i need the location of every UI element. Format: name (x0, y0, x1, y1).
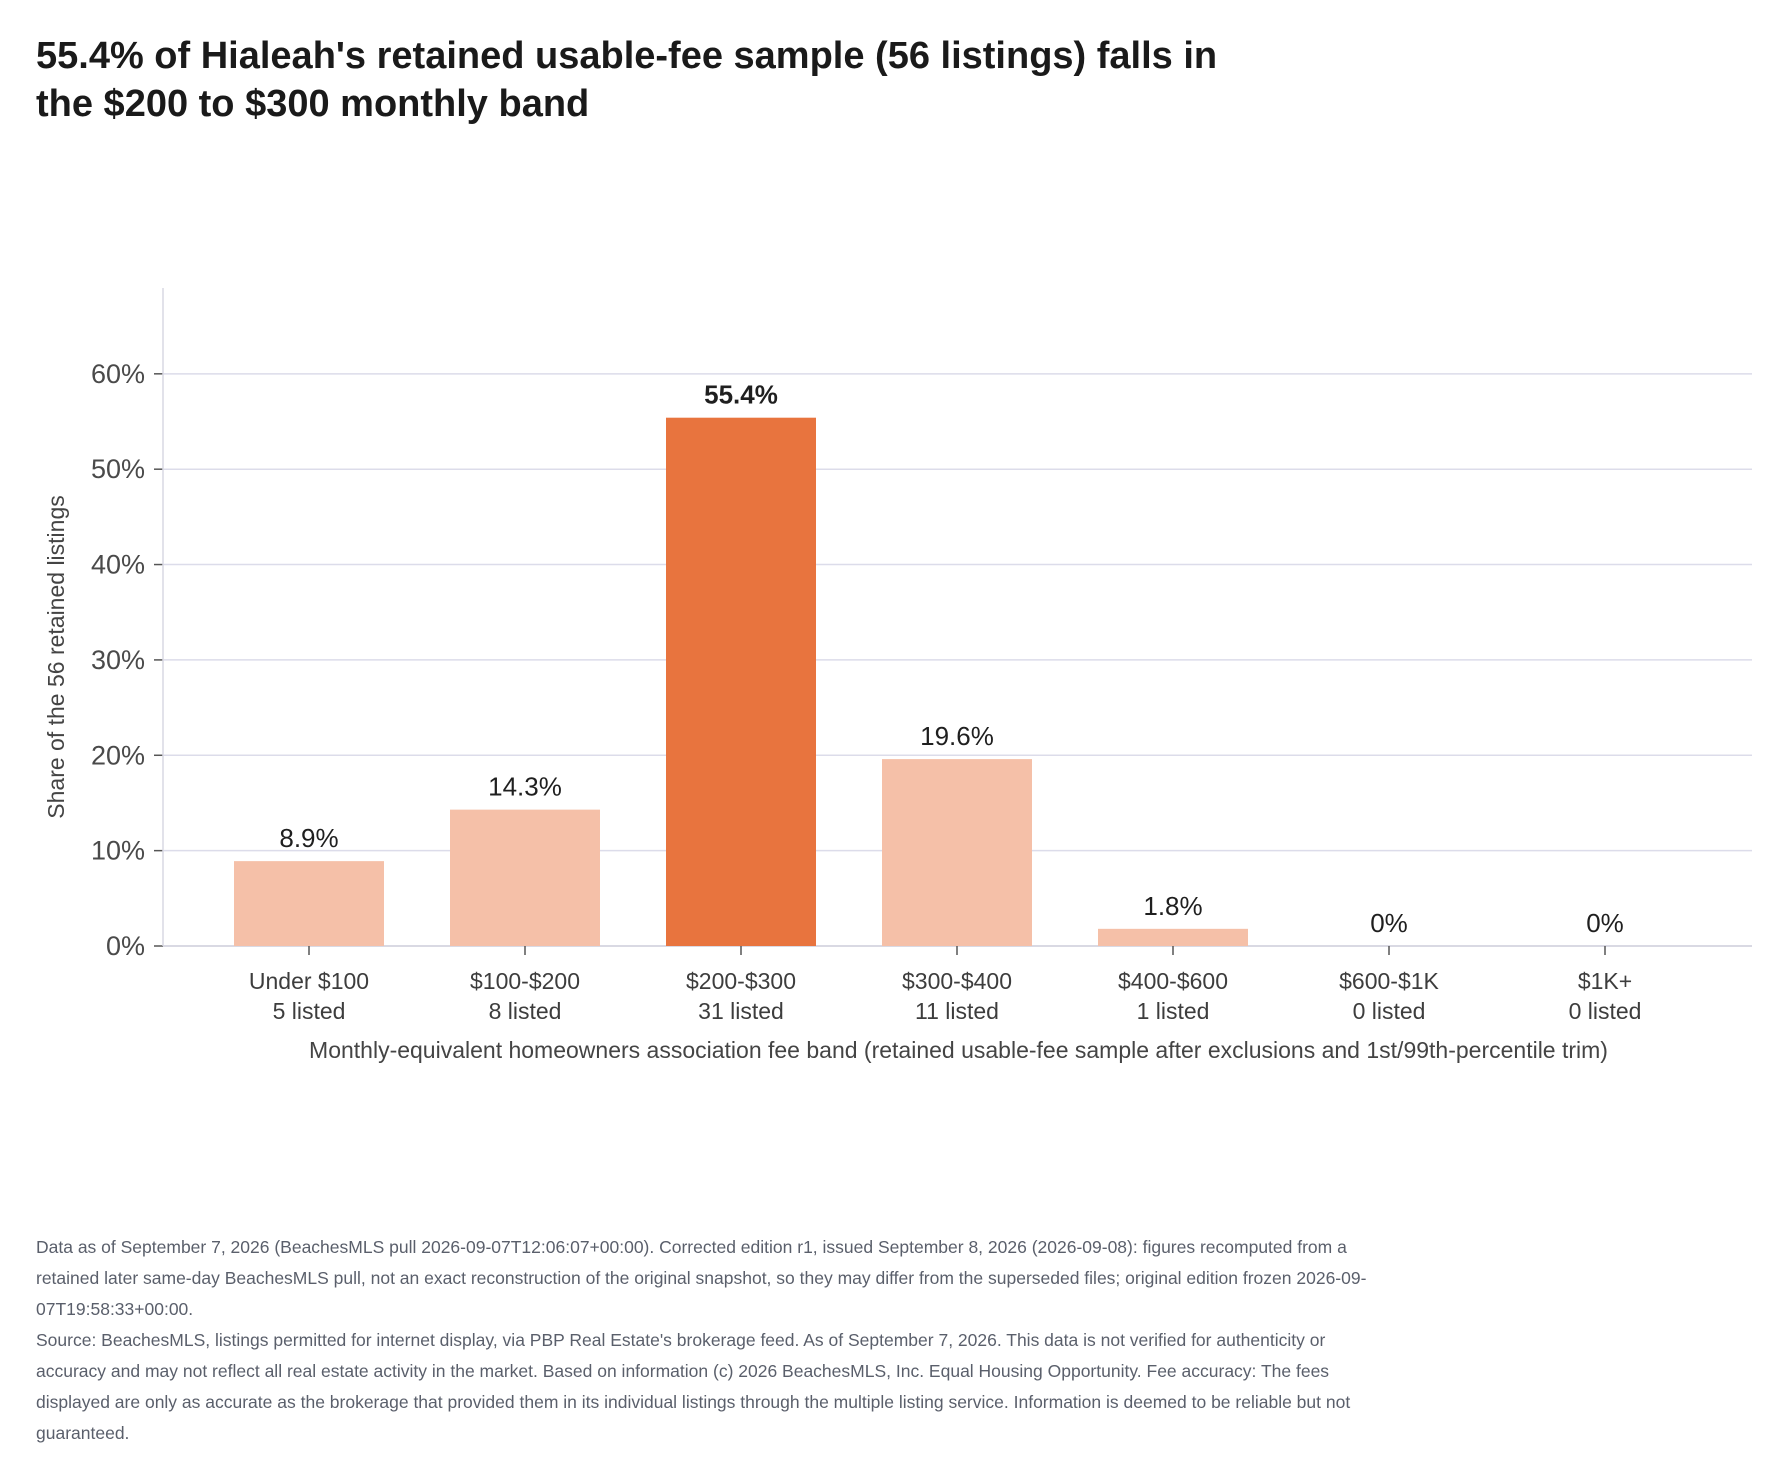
bar-value-label: 1.8% (1143, 891, 1202, 921)
bar-2 (450, 809, 600, 946)
y-axis-title: Share of the 56 retained listings (43, 495, 69, 818)
x-tick-label: $1K+ (1578, 968, 1632, 994)
x-tick-label: Under $100 (249, 968, 369, 994)
x-tick-label: $200-$300 (686, 968, 796, 994)
bar-value-label: 0% (1370, 908, 1408, 938)
bar-chart: 0% 10% 20% 30% 40% 50% 60% 8.9% 14.3% 55.4% 19.6%… (43, 288, 1752, 1063)
axes: 0% 10% 20% 30% 40% 50% 60% (91, 288, 1752, 961)
bar-value-label: 8.9% (279, 823, 338, 853)
bar-value-label: 19.6% (920, 721, 994, 751)
y-tick-label: 40% (91, 550, 145, 580)
bar-1 (234, 861, 384, 946)
bar-value-label: 14.3% (488, 772, 562, 802)
x-tick-label: $100-$200 (470, 968, 580, 994)
y-tick-label: 0% (106, 931, 145, 961)
source-note: Source: BeachesMLS, listings permitted f… (36, 1330, 1351, 1443)
y-tick-label: 60% (91, 359, 145, 389)
bar-5 (1098, 928, 1248, 946)
bar-value-labels: 8.9% 14.3% 55.4% 19.6% 1.8% 0% 0% (279, 380, 1623, 938)
data-as-of-note: Data as of September 7, 2026 (BeachesMLS… (36, 1237, 1367, 1319)
y-tick-label: 10% (91, 836, 145, 866)
chart-title: 55.4% of Hialeah's retained usable-fee s… (36, 35, 1218, 125)
x-tick-count-label: 0 listed (1353, 998, 1426, 1024)
x-tick-count-label: 1 listed (1137, 998, 1210, 1024)
y-tick-label: 50% (91, 454, 145, 484)
x-tick-count-label: 5 listed (273, 998, 346, 1024)
x-tick-count-label: 8 listed (489, 998, 562, 1024)
x-tick-label: $300-$400 (902, 968, 1012, 994)
bar-value-label: 55.4% (704, 380, 778, 410)
y-tick-label: 20% (91, 740, 145, 770)
x-tick-label: $600-$1K (1339, 968, 1439, 994)
bar-4 (882, 759, 1032, 946)
bars (234, 417, 1248, 946)
footnotes: Data as of September 7, 2026 (BeachesMLS… (36, 1232, 1376, 1449)
x-tick-count-label: 11 listed (915, 998, 999, 1024)
y-tick-label: 30% (91, 645, 145, 675)
x-axis-title: Monthly-equivalent homeowners associatio… (309, 1037, 1608, 1063)
x-tick-count-label: 31 listed (698, 998, 784, 1024)
x-tick-count-label: 0 listed (1569, 998, 1642, 1024)
bar-3 (666, 417, 816, 946)
bar-value-label: 0% (1586, 908, 1624, 938)
x-tick-labels: Under $100 5 listed $100-$200 8 listed $200-… (249, 968, 1642, 1024)
x-tick-label: $400-$600 (1118, 968, 1228, 994)
